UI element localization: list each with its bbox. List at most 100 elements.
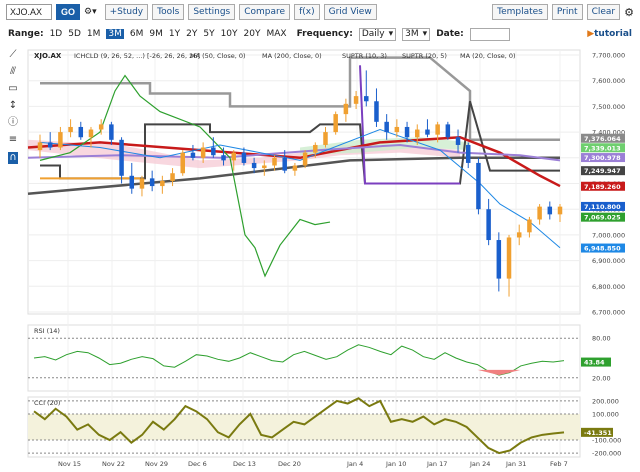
range-5d[interactable]: 5D	[68, 29, 81, 39]
date-input[interactable]	[469, 27, 510, 41]
candle[interactable]	[200, 142, 206, 163]
legend-ma20[interactable]: MA (20, Close, 0)	[460, 52, 516, 60]
candle[interactable]	[88, 126, 94, 148]
candle[interactable]	[241, 147, 247, 166]
candle[interactable]	[374, 88, 379, 127]
candle[interactable]	[302, 150, 308, 169]
candle[interactable]	[58, 126, 63, 151]
tools-button[interactable]: Tools	[152, 4, 185, 20]
legend-suptr-10[interactable]: SUPTR (10, 3)	[342, 52, 387, 60]
candle[interactable]	[364, 70, 369, 107]
range-20y[interactable]: 20Y	[243, 29, 261, 39]
candle[interactable]	[47, 132, 53, 151]
fibonacci-icon[interactable]: ≡	[8, 134, 18, 145]
candle[interactable]	[292, 162, 298, 176]
candle[interactable]	[170, 168, 175, 187]
range-1d[interactable]: 1D	[49, 29, 63, 39]
candle[interactable]	[343, 98, 349, 122]
candle[interactable]	[323, 126, 328, 148]
candle[interactable]	[272, 155, 277, 171]
price-pane[interactable]	[27, 49, 581, 315]
candle[interactable]	[384, 114, 389, 140]
print-button[interactable]: Print	[551, 4, 583, 20]
range-2y[interactable]: 2Y	[186, 29, 198, 39]
range-10y[interactable]: 10Y	[220, 29, 238, 39]
symbol-options-icon[interactable]: ⚙▾	[84, 7, 97, 17]
candle[interactable]	[129, 162, 135, 194]
go-button[interactable]: GO	[56, 4, 81, 20]
grid-view-button[interactable]: Grid View	[323, 4, 377, 20]
candle[interactable]	[37, 134, 43, 158]
symbol-input[interactable]	[6, 4, 52, 20]
clear-button[interactable]: Clear	[586, 4, 621, 20]
candle[interactable]	[119, 137, 124, 184]
settings-button[interactable]: Settings	[188, 4, 236, 20]
range-9m[interactable]: 9M	[149, 29, 163, 39]
candle[interactable]	[109, 121, 114, 145]
candle[interactable]	[313, 142, 318, 158]
candle[interactable]	[221, 147, 226, 166]
candle[interactable]	[435, 121, 440, 143]
candle[interactable]	[78, 121, 84, 140]
candle[interactable]	[415, 124, 420, 145]
compare-button[interactable]: Compare	[239, 4, 291, 20]
candle[interactable]	[486, 198, 491, 246]
candle[interactable]	[160, 175, 165, 194]
cci-label[interactable]: CCI (20)	[34, 399, 60, 407]
arrow-icon[interactable]: ↕	[8, 100, 18, 111]
candle[interactable]	[353, 90, 359, 109]
trendline-icon[interactable]: ⟋	[9, 49, 17, 60]
candle[interactable]	[262, 160, 267, 176]
legend-ma50[interactable]: MA (50, Close, 0)	[190, 52, 246, 60]
candle[interactable]	[149, 170, 155, 192]
study-button[interactable]: +Study	[104, 4, 149, 20]
rectangle-icon[interactable]: ▭	[8, 83, 18, 94]
range-3m[interactable]: 3M	[106, 29, 124, 39]
candle[interactable]	[68, 119, 73, 138]
legend-ma200[interactable]: MA (200, Close, 0)	[262, 52, 322, 60]
tutorial-link[interactable]: ▶tutorial	[587, 29, 632, 39]
candle[interactable]	[425, 119, 430, 138]
candle[interactable]	[476, 157, 481, 215]
candle[interactable]	[98, 119, 104, 135]
frequency-select[interactable]: Daily ▾	[358, 27, 397, 41]
range-1m[interactable]: 1M	[86, 29, 101, 39]
candle[interactable]	[465, 142, 471, 169]
candle[interactable]	[394, 119, 400, 138]
fx-button[interactable]: f(x)	[294, 4, 320, 20]
range-6m[interactable]: 6M	[129, 29, 144, 39]
candle[interactable]	[139, 175, 145, 197]
candle[interactable]	[557, 204, 563, 223]
range-max[interactable]: MAX	[266, 29, 287, 39]
candle[interactable]	[180, 150, 185, 176]
pitchfork-icon[interactable]: ⫻	[10, 66, 16, 77]
candle[interactable]	[211, 137, 216, 158]
candle[interactable]	[496, 232, 502, 292]
legend-ichcld[interactable]: ICHCLD (9, 26, 52, ...) [-26, 26, 26, 26…	[74, 52, 200, 60]
candle[interactable]	[333, 111, 338, 135]
rsi-label[interactable]: RSI (14)	[34, 327, 60, 335]
legend-suptr-20[interactable]: SUPTR (20, 5)	[402, 52, 447, 60]
candle[interactable]	[506, 234, 512, 297]
candle[interactable]	[455, 129, 461, 153]
candle[interactable]	[516, 224, 522, 246]
magnet-icon[interactable]: ∩	[8, 152, 18, 164]
candle[interactable]	[282, 150, 287, 174]
candle[interactable]	[251, 157, 257, 174]
candle[interactable]	[190, 144, 196, 161]
candle[interactable]	[445, 121, 451, 140]
info-icon[interactable]: ⓘ	[8, 117, 18, 128]
interval-select[interactable]: 3M ▾	[402, 27, 431, 41]
templates-button[interactable]: Templates	[492, 4, 548, 20]
date-tick-label: Feb 7	[550, 460, 568, 468]
candle[interactable]	[547, 201, 553, 220]
settings-gear-icon[interactable]: ⚙	[624, 5, 634, 19]
range-5y[interactable]: 5Y	[203, 29, 215, 39]
candle[interactable]	[537, 204, 542, 225]
rsi-pane[interactable]	[27, 324, 581, 392]
candle[interactable]	[231, 150, 236, 171]
candle[interactable]	[404, 121, 410, 143]
candle[interactable]	[527, 216, 532, 238]
range-1y[interactable]: 1Y	[168, 29, 181, 39]
